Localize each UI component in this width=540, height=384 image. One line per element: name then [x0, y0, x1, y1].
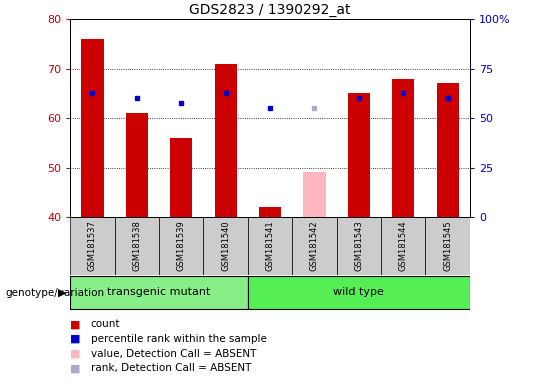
Bar: [303, 172, 326, 217]
Text: GSM181542: GSM181542: [310, 220, 319, 271]
Text: GSM181537: GSM181537: [88, 220, 97, 271]
Bar: [248, 276, 470, 309]
Bar: [336, 217, 381, 275]
Text: ■: ■: [70, 319, 80, 329]
Bar: [248, 217, 292, 275]
Text: ▶: ▶: [58, 288, 66, 298]
Text: wild type: wild type: [333, 287, 384, 297]
Text: count: count: [91, 319, 120, 329]
Text: GSM181544: GSM181544: [399, 220, 408, 271]
Bar: [426, 217, 470, 275]
Text: GSM181541: GSM181541: [266, 220, 274, 271]
Bar: [381, 217, 426, 275]
Text: genotype/variation: genotype/variation: [5, 288, 105, 298]
Bar: [259, 207, 281, 217]
Text: GSM181540: GSM181540: [221, 220, 230, 271]
Bar: [170, 138, 192, 217]
Text: transgenic mutant: transgenic mutant: [107, 287, 211, 297]
Title: GDS2823 / 1390292_at: GDS2823 / 1390292_at: [189, 3, 351, 17]
Bar: [348, 93, 370, 217]
Text: value, Detection Call = ABSENT: value, Detection Call = ABSENT: [91, 349, 256, 359]
Text: GSM181545: GSM181545: [443, 220, 452, 271]
Text: percentile rank within the sample: percentile rank within the sample: [91, 334, 267, 344]
Bar: [392, 79, 414, 217]
Bar: [436, 83, 458, 217]
Bar: [82, 39, 104, 217]
Bar: [114, 217, 159, 275]
Text: GSM181538: GSM181538: [132, 220, 141, 271]
Text: ■: ■: [70, 363, 80, 373]
Bar: [70, 217, 114, 275]
Bar: [214, 64, 237, 217]
Bar: [292, 217, 336, 275]
Text: ■: ■: [70, 334, 80, 344]
Text: GSM181539: GSM181539: [177, 220, 186, 271]
Bar: [70, 276, 248, 309]
Bar: [159, 217, 204, 275]
Text: ■: ■: [70, 349, 80, 359]
Bar: [204, 217, 248, 275]
Text: GSM181543: GSM181543: [354, 220, 363, 271]
Text: rank, Detection Call = ABSENT: rank, Detection Call = ABSENT: [91, 363, 251, 373]
Bar: [126, 113, 148, 217]
